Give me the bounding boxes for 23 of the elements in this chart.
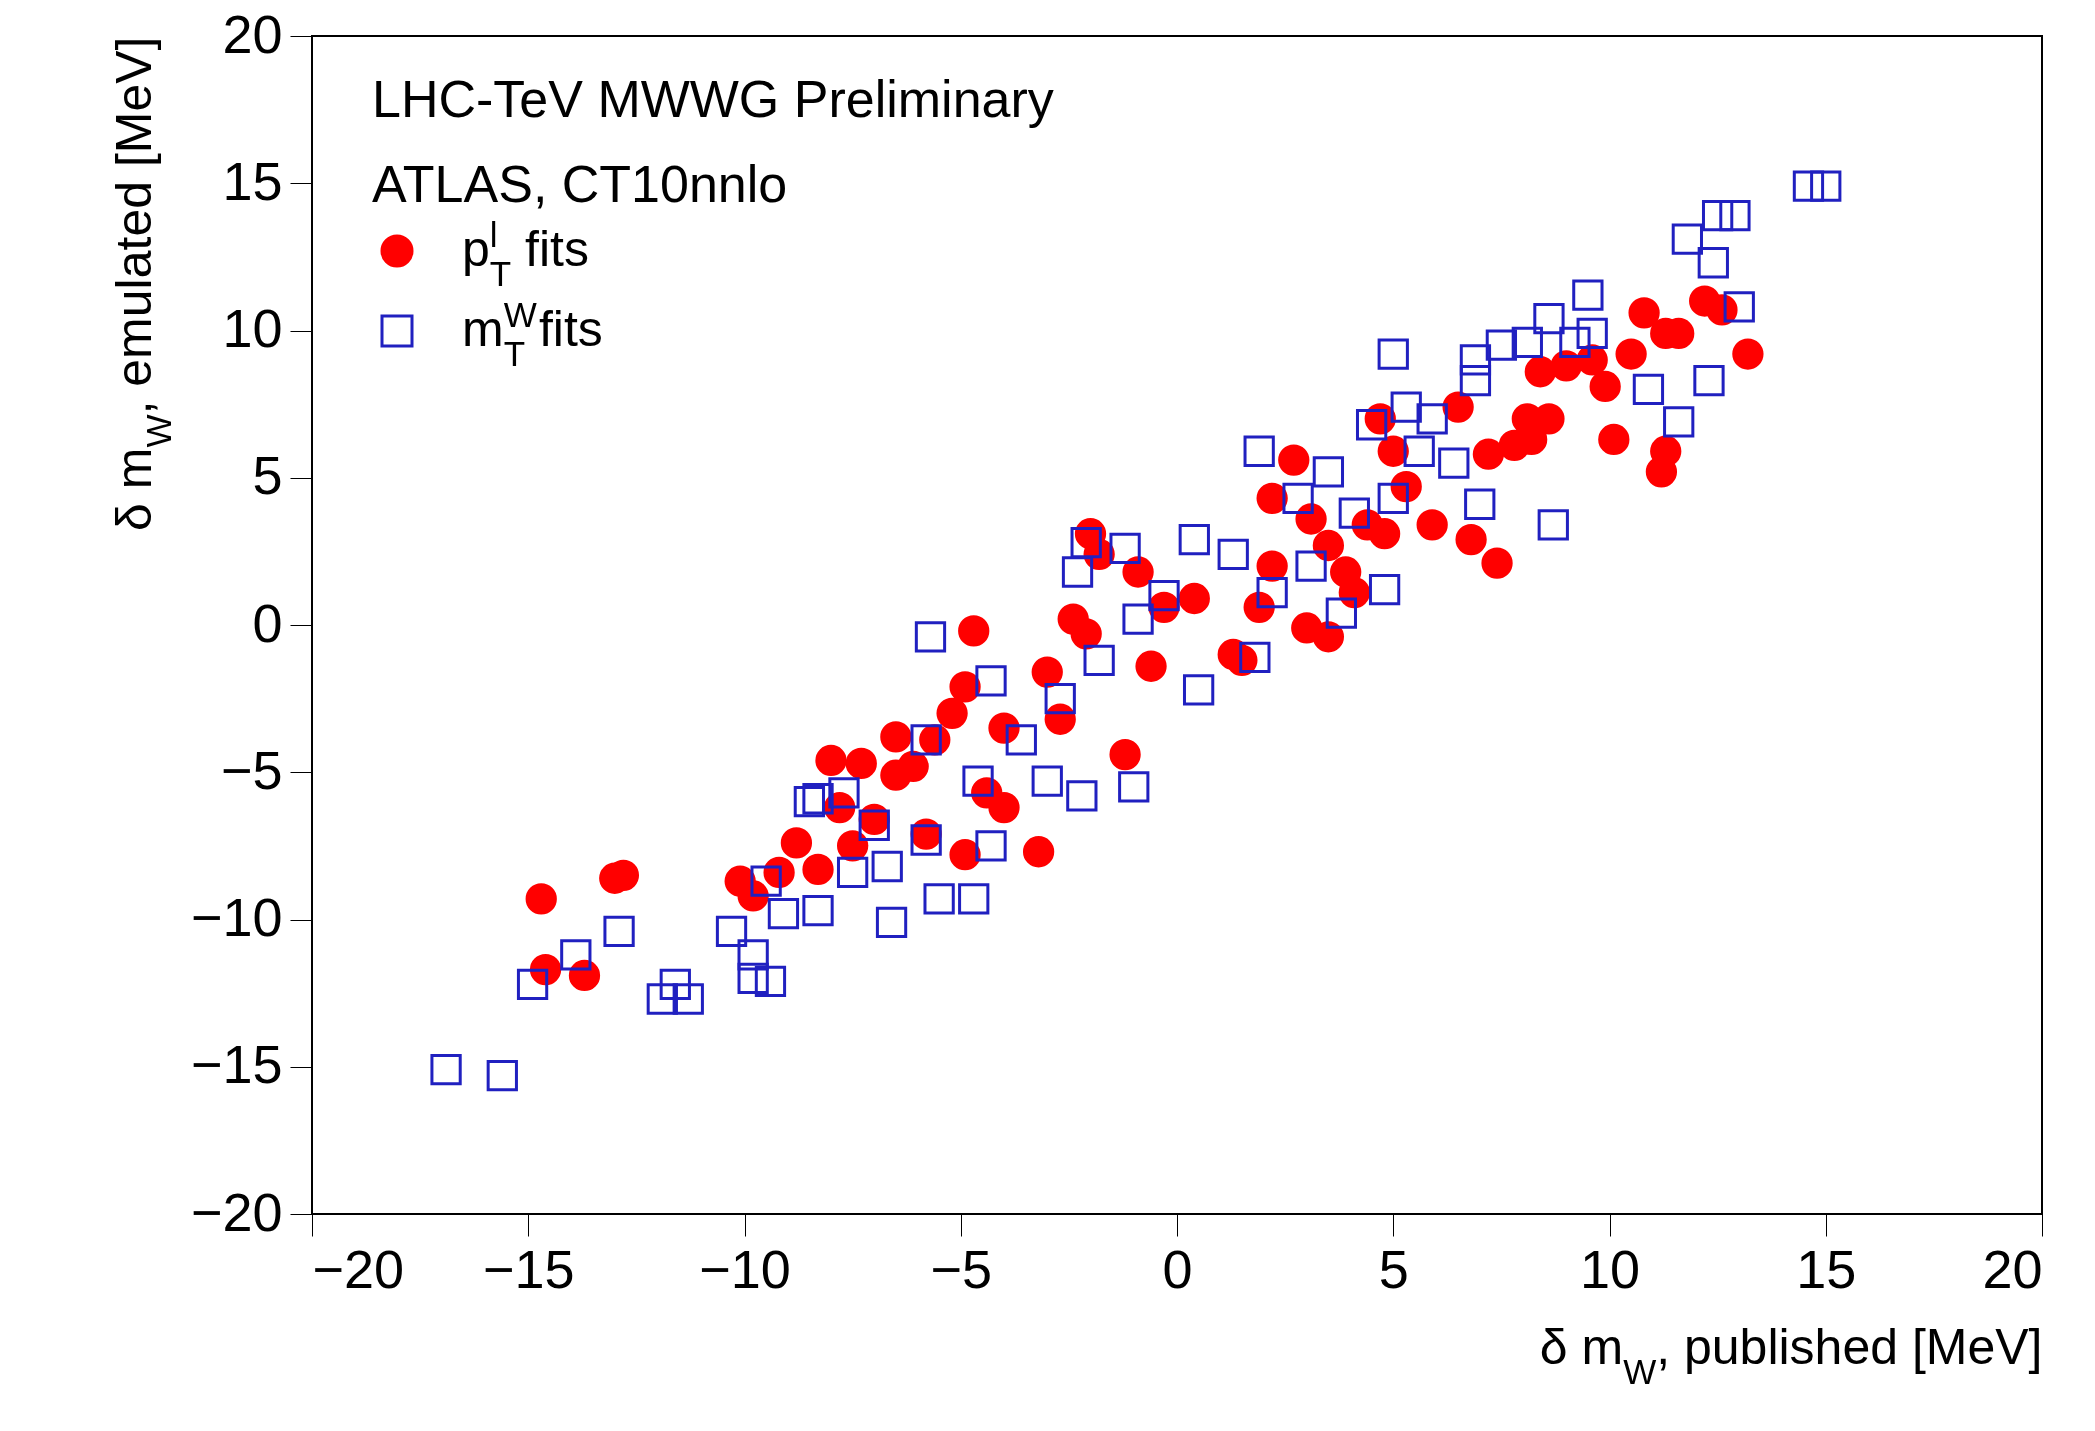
x-tick-label: −20 (312, 1238, 405, 1299)
x-tick-label: 20 (1982, 1238, 2043, 1299)
x-tick-label: −15 (482, 1238, 575, 1299)
annotation: LHC-TeV MWWG Preliminary (372, 70, 1054, 128)
y-tick-label: 15 (222, 150, 283, 211)
x-tick-label: −5 (930, 1238, 993, 1299)
legend-label: p$^{l}$$_{T}$ fits (462, 214, 589, 293)
x-tick-label: 5 (1378, 1238, 1409, 1299)
x-tick-label: −10 (699, 1238, 791, 1299)
x-tick-label: 10 (1579, 1238, 1641, 1299)
x-axis-title: δ m$_{W}$, published [MeV] (1539, 1318, 2043, 1390)
y-tick-label: 5 (252, 445, 283, 506)
annotation: ATLAS, CT10nnlo (372, 155, 788, 213)
y-tick-label: −20 (190, 1181, 283, 1242)
y-tick-label: 0 (252, 592, 283, 653)
x-tick-label: 15 (1796, 1238, 1857, 1299)
y-tick-label: −15 (190, 1034, 283, 1095)
y-tick-label: 10 (222, 298, 283, 358)
y-tick-label: 20 (222, 3, 283, 64)
y-tick-label: −10 (190, 887, 283, 947)
legend-label: m$^{W}$$_{T}$ fits (462, 294, 603, 373)
x-tick-label: 0 (1162, 1238, 1193, 1299)
y-tick-label: −5 (220, 739, 283, 800)
